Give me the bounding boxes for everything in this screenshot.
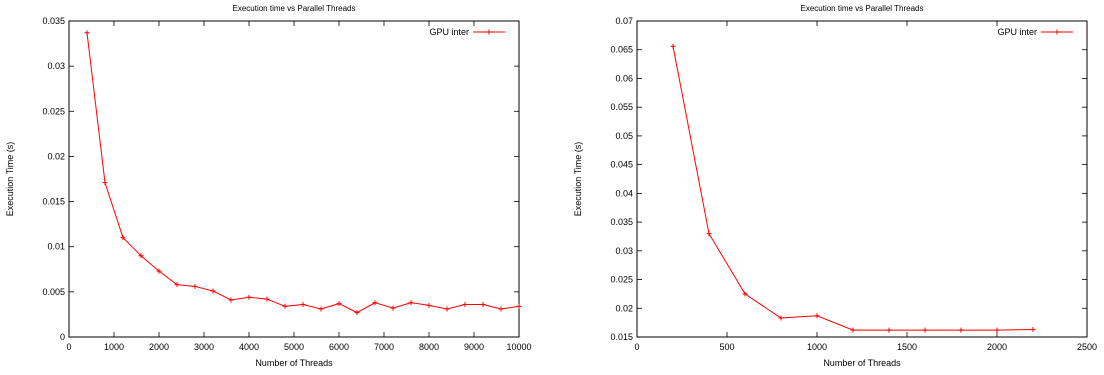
- data-point: [481, 302, 486, 307]
- data-point: [995, 328, 1000, 333]
- x-tick-label: 7000: [374, 342, 394, 352]
- data-point: [319, 307, 324, 312]
- y-tick-label: 0.025: [610, 275, 633, 285]
- plot-frame: [637, 21, 1087, 337]
- x-tick-label: 5000: [284, 342, 304, 352]
- legend-entry: GPU inter: [997, 27, 1073, 37]
- data-point: [283, 304, 288, 309]
- y-axis-label: Execution Time (s): [573, 142, 583, 217]
- data-point: [337, 301, 342, 306]
- data-point: [85, 30, 90, 35]
- chart-title: Execution time vs Parallel Threads: [232, 4, 355, 13]
- y-tick-label: 0.065: [610, 45, 633, 55]
- data-point: [229, 297, 234, 302]
- data-point: [103, 180, 108, 185]
- data-point: [211, 288, 216, 293]
- x-tick-label: 2000: [987, 342, 1007, 352]
- x-tick-label: 0: [634, 342, 639, 352]
- y-tick-label: 0.035: [610, 217, 633, 227]
- x-tick-label: 6000: [329, 342, 349, 352]
- data-point: [427, 303, 432, 308]
- data-point: [815, 313, 820, 318]
- legend-label: GPU inter: [429, 27, 469, 37]
- x-tick-label: 8000: [419, 342, 439, 352]
- x-tick-label: 4000: [239, 342, 259, 352]
- data-point: [445, 307, 450, 312]
- data-point: [851, 328, 856, 333]
- plot-frame: [69, 21, 519, 337]
- data-point: [671, 44, 676, 49]
- y-tick-label: 0.005: [42, 287, 65, 297]
- y-tick-label: 0: [60, 332, 65, 342]
- data-point: [355, 310, 360, 315]
- y-tick-label: 0.055: [610, 102, 633, 112]
- x-tick-label: 2000: [149, 342, 169, 352]
- x-axis-label: Number of Threads: [255, 358, 333, 368]
- x-tick-label: 2500: [1077, 342, 1097, 352]
- x-tick-label: 1000: [104, 342, 124, 352]
- legend-entry: GPU inter: [429, 27, 505, 37]
- y-tick-label: 0.03: [47, 61, 65, 71]
- x-tick-label: 0: [66, 342, 71, 352]
- data-point: [887, 328, 892, 333]
- data-point: [247, 295, 252, 300]
- y-tick-label: 0.045: [610, 160, 633, 170]
- data-point: [1031, 327, 1036, 332]
- chart-title: Execution time vs Parallel Threads: [800, 4, 923, 13]
- y-tick-label: 0.05: [615, 131, 633, 141]
- data-point: [391, 306, 396, 311]
- x-axis-label: Number of Threads: [823, 358, 901, 368]
- x-tick-label: 3000: [194, 342, 214, 352]
- y-tick-label: 0.02: [47, 151, 65, 161]
- x-tick-label: 9000: [464, 342, 484, 352]
- x-tick-label: 1000: [807, 342, 827, 352]
- series-line: [673, 46, 1033, 330]
- y-tick-label: 0.07: [615, 16, 633, 26]
- y-tick-label: 0.04: [615, 188, 633, 198]
- data-point: [499, 307, 504, 312]
- x-tick-label: 1500: [897, 342, 917, 352]
- chart-1: Execution time vs Parallel Threads 0 1000 2…: [5, 4, 532, 368]
- series-line: [87, 33, 519, 313]
- y-tick-label: 0.035: [42, 16, 65, 26]
- y-tick-label: 0.02: [615, 303, 633, 313]
- chart-2: Execution time vs Parallel Threads 0 500 10…: [573, 4, 1097, 368]
- y-tick-label: 0.015: [610, 332, 633, 342]
- data-point: [707, 231, 712, 236]
- data-point: [373, 300, 378, 305]
- y-tick-label: 0.01: [47, 242, 65, 252]
- y-axis-label: Execution Time (s): [5, 142, 15, 217]
- data-point: [265, 297, 270, 302]
- data-point: [463, 302, 468, 307]
- data-point: [517, 304, 522, 309]
- data-point: [923, 328, 928, 333]
- y-tick-label: 0.06: [615, 73, 633, 83]
- y-tick-label: 0.025: [42, 106, 65, 116]
- y-tick-label: 0.015: [42, 197, 65, 207]
- data-point: [193, 284, 198, 289]
- x-tick-label: 10000: [506, 342, 531, 352]
- data-point: [301, 302, 306, 307]
- y-tick-label: 0.03: [615, 246, 633, 256]
- data-point: [959, 328, 964, 333]
- data-point: [409, 300, 414, 305]
- legend-label: GPU inter: [997, 27, 1037, 37]
- x-tick-label: 500: [719, 342, 734, 352]
